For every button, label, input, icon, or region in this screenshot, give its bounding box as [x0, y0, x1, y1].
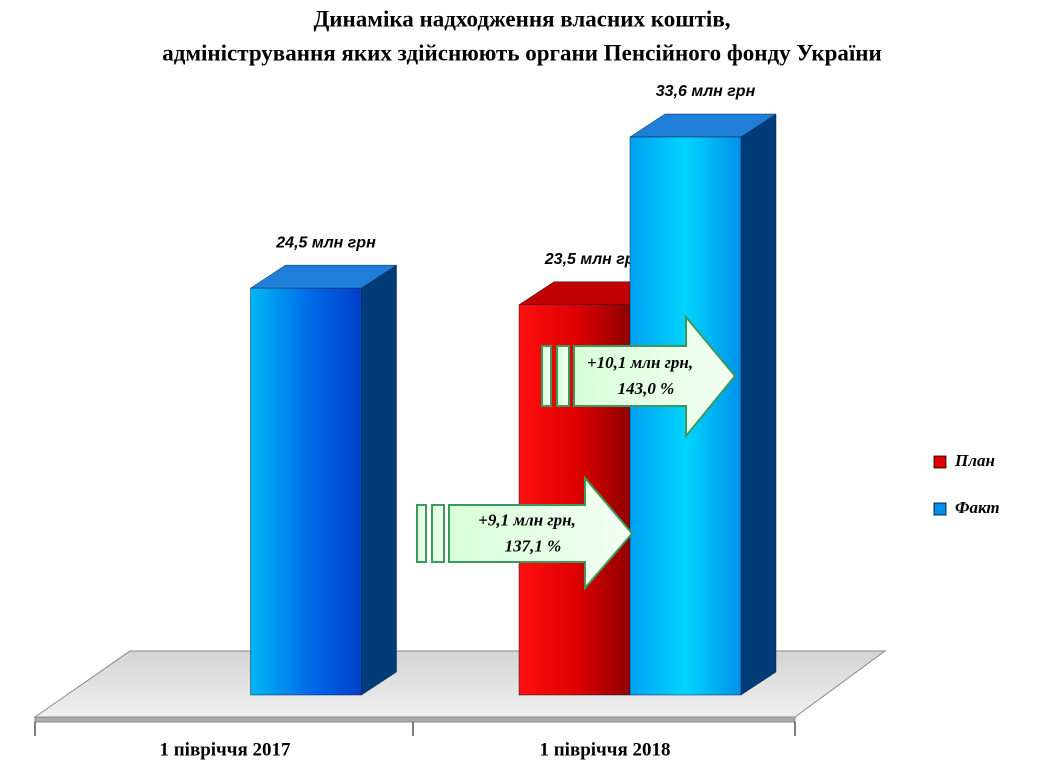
annotations: +9,1 млн грн, 137,1 % +10,1 млн грн, 143,0 …: [416, 314, 737, 591]
legend-label: Факт: [955, 498, 1000, 517]
annotation-text: +9,1 млн грн,: [478, 510, 576, 529]
arrow-stripe: [431, 504, 445, 563]
bar-side: [740, 113, 777, 696]
legend: План Факт: [933, 451, 1000, 517]
annotation-text: +10,1 млн грн,: [587, 353, 693, 372]
legend-swatch: [933, 455, 947, 469]
floor-edge: [34, 716, 796, 723]
bar-front: [250, 287, 362, 696]
value-label: 33,6 млн грн: [656, 83, 756, 100]
x-tick-label: 1 півріччя 2017: [159, 739, 291, 760]
bar: [249, 264, 398, 696]
value-label: 23,5 млн грн: [544, 251, 645, 268]
legend-label: План: [954, 451, 995, 470]
chart-title: адміністрування яких здійснюють органи П…: [162, 40, 882, 65]
arrow-stripe: [556, 345, 570, 407]
bar: [629, 113, 777, 696]
annotation-text: 143,0 %: [618, 379, 675, 398]
annotation-text: 137,1 %: [505, 536, 562, 555]
chart-title: Динаміка надходження власних коштів,: [313, 6, 730, 31]
arrow: [448, 475, 634, 591]
bar-side: [361, 264, 397, 696]
arrow-stripe: [541, 345, 552, 407]
legend-swatch: [933, 502, 947, 516]
x-tick-label: 1 півріччя 2018: [539, 739, 670, 760]
value-label: 24,5 млн грн: [275, 234, 376, 251]
arrow: [573, 314, 737, 439]
arrow-stripe: [416, 504, 427, 563]
